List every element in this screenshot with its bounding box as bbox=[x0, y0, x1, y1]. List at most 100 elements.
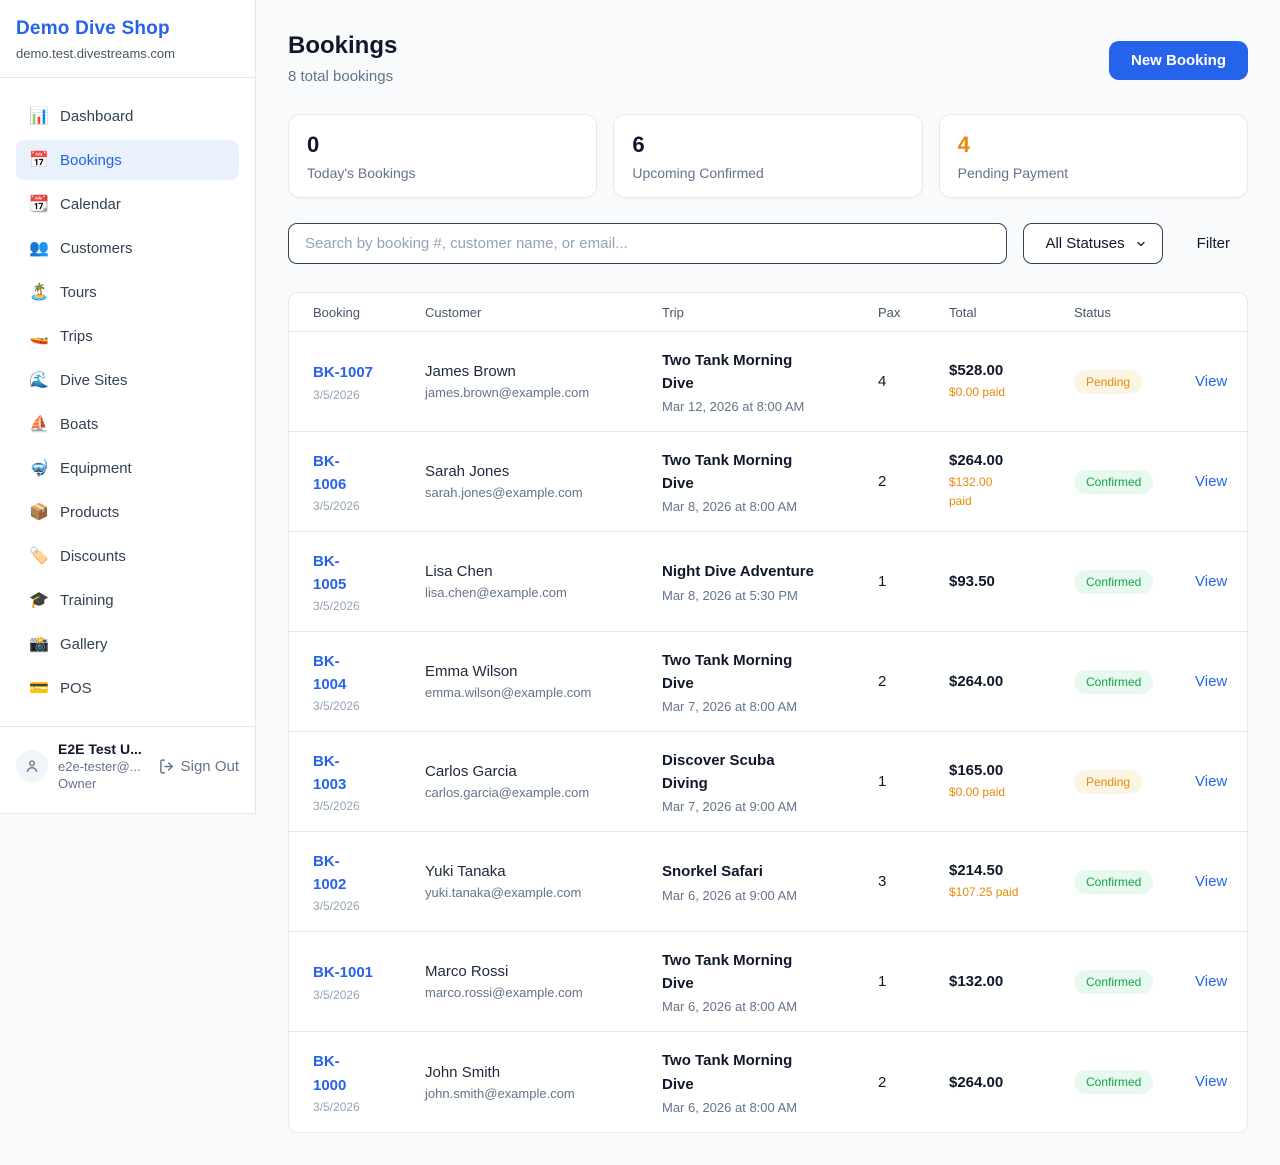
sidebar-item-label: Bookings bbox=[60, 151, 122, 169]
paid-amount: $132.00 paid bbox=[949, 475, 993, 508]
pax-count: 1 bbox=[878, 973, 887, 990]
pax-count: 2 bbox=[878, 673, 887, 690]
sidebar-item-discounts[interactable]: 🏷️ Discounts bbox=[16, 536, 239, 576]
booking-id-link[interactable]: BK- 1006 bbox=[313, 452, 347, 493]
island-icon: 🏝️ bbox=[29, 284, 49, 301]
sidebar-item-label: Discounts bbox=[60, 547, 126, 565]
sidebar-item-calendar[interactable]: 📆 Calendar bbox=[16, 184, 239, 224]
view-link[interactable]: View bbox=[1195, 372, 1228, 390]
view-link[interactable]: View bbox=[1195, 1073, 1228, 1090]
booking-id-link[interactable]: BK- 1004 bbox=[313, 652, 347, 693]
calendar-date-icon: 📅 bbox=[29, 152, 49, 169]
sidebar-item-pos[interactable]: 💳 POS bbox=[16, 668, 239, 708]
column-header-status: Status bbox=[1074, 304, 1111, 320]
stat-label: Today's Bookings bbox=[307, 165, 416, 181]
package-icon: 📦 bbox=[29, 504, 49, 521]
user-name: E2E Test U... bbox=[58, 741, 142, 757]
sidebar-item-label: Dashboard bbox=[60, 107, 134, 125]
trip-datetime: Mar 8, 2026 at 8:00 AM bbox=[662, 499, 798, 515]
sidebar-item-products[interactable]: 📦 Products bbox=[16, 492, 239, 532]
booking-id-link[interactable]: BK- 1003 bbox=[313, 752, 347, 793]
camera-icon: 📸 bbox=[29, 636, 49, 653]
booking-date: 3/5/2026 bbox=[313, 799, 360, 814]
customer-email: sarah.jones@example.com bbox=[425, 485, 583, 500]
view-link[interactable]: View bbox=[1195, 872, 1228, 890]
sidebar-item-label: Equipment bbox=[60, 459, 132, 477]
sidebar-item-trips[interactable]: 🚤 Trips bbox=[16, 316, 239, 356]
wave-icon: 🌊 bbox=[29, 372, 49, 389]
sidebar-item-bookings[interactable]: 📅 Bookings bbox=[16, 140, 239, 180]
sidebar-item-equipment[interactable]: 🤿 Equipment bbox=[16, 448, 239, 488]
sidebar-item-label: POS bbox=[60, 679, 92, 697]
paid-amount: $0.00 paid bbox=[949, 384, 1006, 399]
paid-amount: $107.25 paid bbox=[949, 884, 1019, 899]
stat-card-todays-bookings: 0 Today's Bookings bbox=[288, 114, 598, 198]
sidebar-item-dashboard[interactable]: 📊 Dashboard bbox=[16, 96, 239, 136]
total-amount: $165.00 bbox=[949, 761, 1004, 779]
booking-id-link[interactable]: BK-1001 bbox=[313, 964, 374, 982]
search-input[interactable] bbox=[288, 223, 1008, 264]
trip-name: Snorkel Safari bbox=[662, 863, 763, 881]
booking-date: 3/5/2026 bbox=[313, 987, 360, 1002]
customer-email: marco.rossi@example.com bbox=[425, 985, 583, 1000]
trip-datetime: Mar 12, 2026 at 8:00 AM bbox=[662, 399, 805, 415]
sidebar-header: Demo Dive Shop demo.test.divestreams.com bbox=[0, 0, 255, 78]
customer-name: James Brown bbox=[425, 363, 516, 380]
sidebar-item-training[interactable]: 🎓 Training bbox=[16, 580, 239, 620]
booking-id-link[interactable]: BK- 1000 bbox=[313, 1053, 347, 1094]
brand-title: Demo Dive Shop bbox=[16, 18, 170, 39]
sign-out-button[interactable]: Sign Out bbox=[158, 758, 239, 775]
sidebar-item-tours[interactable]: 🏝️ Tours bbox=[16, 272, 239, 312]
sidebar-item-dive-sites[interactable]: 🌊 Dive Sites bbox=[16, 360, 239, 400]
booking-date: 3/5/2026 bbox=[313, 499, 360, 514]
stat-label: Upcoming Confirmed bbox=[632, 165, 764, 181]
sidebar-item-gallery[interactable]: 📸 Gallery bbox=[16, 624, 239, 664]
user-meta: E2E Test U... e2e-tester@... Owner bbox=[58, 741, 148, 791]
person-icon bbox=[26, 760, 38, 772]
pax-count: 1 bbox=[878, 573, 887, 590]
view-link[interactable]: View bbox=[1195, 972, 1228, 990]
column-header-pax: Pax bbox=[878, 304, 901, 320]
graduation-cap-icon: 🎓 bbox=[29, 592, 49, 609]
table-row: BK-1001 3/5/2026 Marco Rossi marco.rossi@e… bbox=[289, 932, 1247, 1032]
booking-date: 3/5/2026 bbox=[313, 699, 360, 714]
calendar-icon: 📆 bbox=[29, 196, 49, 213]
view-link[interactable]: View bbox=[1195, 672, 1228, 690]
view-link[interactable]: View bbox=[1195, 472, 1228, 490]
pax-count: 3 bbox=[878, 873, 887, 890]
table-row: BK- 1003 3/5/2026 Carlos Garcia carlos.gar… bbox=[289, 732, 1247, 832]
tag-icon: 🏷️ bbox=[29, 548, 49, 565]
new-booking-button[interactable]: New Booking bbox=[1108, 41, 1248, 80]
page-subtitle: 8 total bookings bbox=[288, 68, 394, 85]
customer-name: Sarah Jones bbox=[425, 463, 510, 480]
total-amount: $264.00 bbox=[949, 452, 1004, 470]
sidebar-item-boats[interactable]: ⛵ Boats bbox=[16, 404, 239, 444]
sailboat-icon: ⛵ bbox=[29, 416, 49, 433]
total-amount: $214.50 bbox=[949, 861, 1004, 879]
customer-name: Yuki Tanaka bbox=[425, 863, 506, 880]
booking-id-link[interactable]: BK- 1002 bbox=[313, 852, 347, 893]
page-header: Bookings 8 total bookings New Booking bbox=[288, 32, 1248, 85]
customer-email: emma.wilson@example.com bbox=[425, 685, 592, 700]
total-amount: $264.00 bbox=[949, 1073, 1004, 1091]
filter-button[interactable]: Filter bbox=[1179, 235, 1248, 252]
customer-name: Marco Rossi bbox=[425, 963, 509, 980]
main-content: Bookings 8 total bookings New Booking 0 … bbox=[256, 0, 1280, 1165]
status-filter-select[interactable]: All Statuses bbox=[1023, 223, 1163, 264]
table-header-row: Booking Customer Trip Pax Total Status bbox=[289, 293, 1247, 332]
trip-datetime: Mar 7, 2026 at 8:00 AM bbox=[662, 699, 798, 715]
status-badge: Pending bbox=[1074, 769, 1143, 794]
diving-mask-icon: 🤿 bbox=[29, 460, 49, 477]
people-icon: 👥 bbox=[29, 240, 49, 257]
view-link[interactable]: View bbox=[1195, 772, 1228, 790]
customer-email: james.brown@example.com bbox=[425, 385, 590, 400]
sidebar-item-customers[interactable]: 👥 Customers bbox=[16, 228, 239, 268]
booking-id-link[interactable]: BK- 1005 bbox=[313, 552, 347, 593]
trip-name: Night Dive Adventure bbox=[662, 563, 814, 581]
trip-datetime: Mar 6, 2026 at 8:00 AM bbox=[662, 999, 798, 1015]
sidebar-item-label: Calendar bbox=[60, 195, 121, 213]
sidebar-user-footer: E2E Test U... e2e-tester@... Owner Sign … bbox=[0, 726, 255, 803]
view-link[interactable]: View bbox=[1195, 572, 1228, 590]
booking-id-link[interactable]: BK-1007 bbox=[313, 364, 374, 382]
avatar bbox=[16, 750, 48, 782]
